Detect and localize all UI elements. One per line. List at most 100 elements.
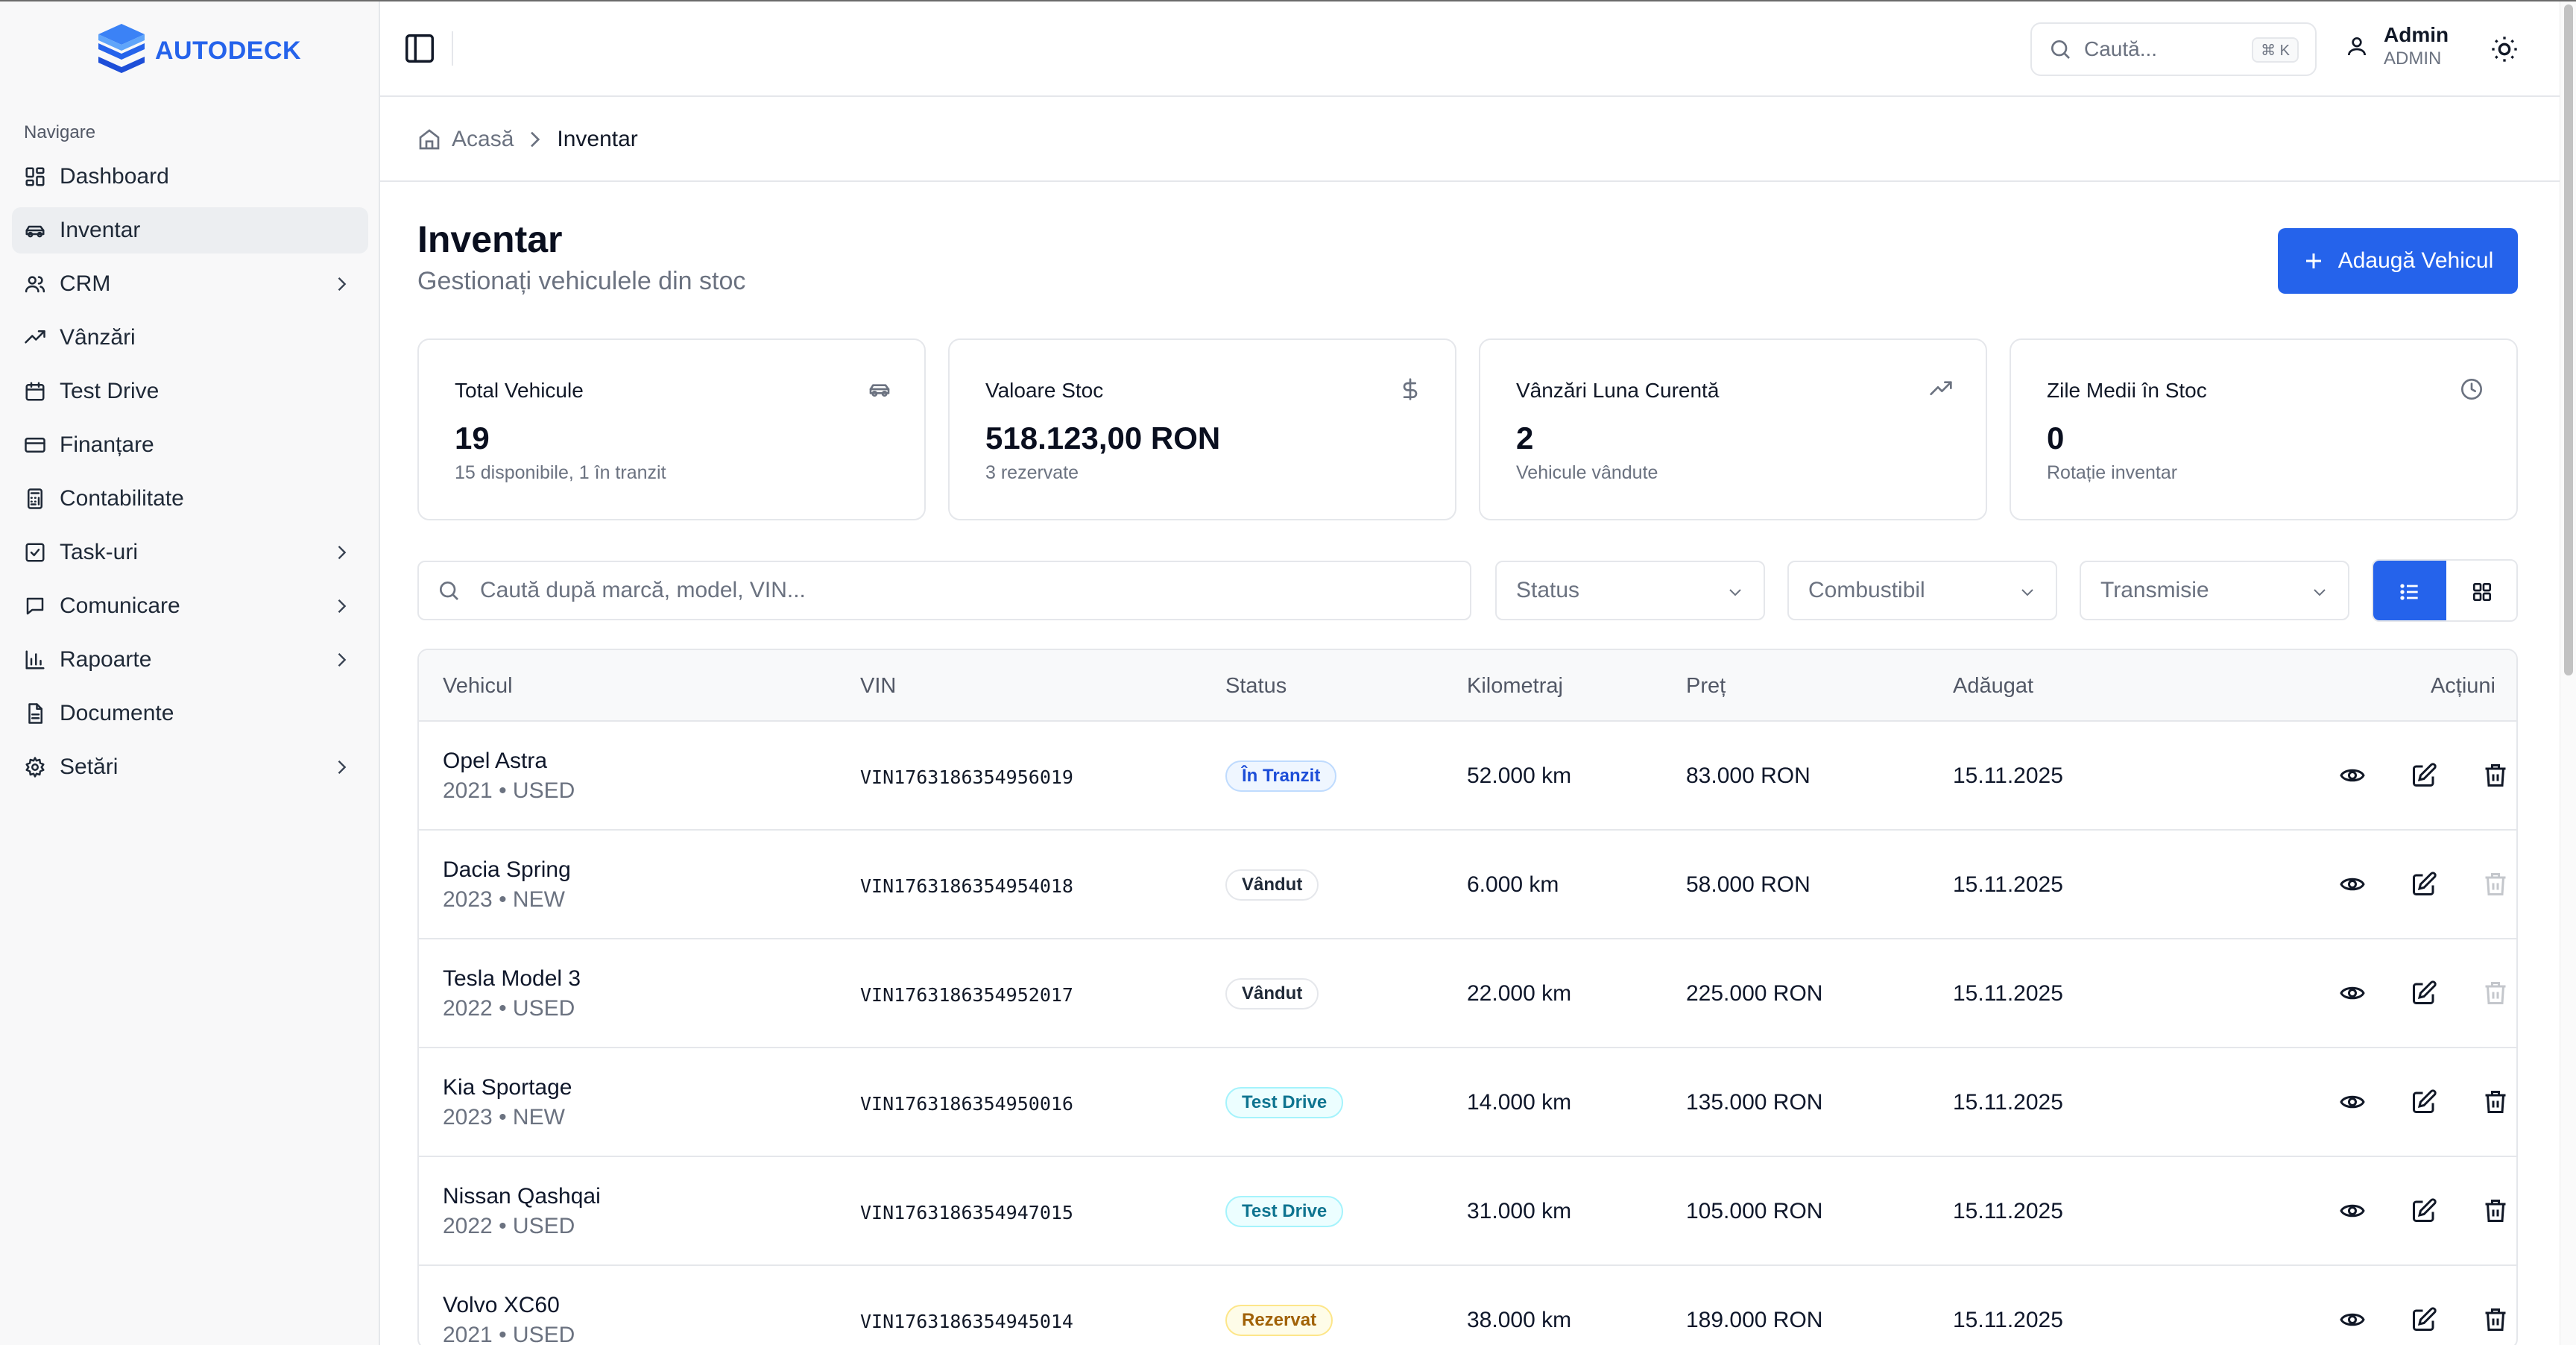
table-row[interactable]: Dacia Spring 2023 • NEW VIN176318635495401… (419, 831, 2516, 939)
clock-icon (2461, 379, 2482, 400)
list-icon (2400, 584, 2418, 600)
table-row[interactable]: Tesla Model 3 2022 • USED VIN1763186354952… (419, 939, 2516, 1048)
column-header-status[interactable]: Status (1225, 674, 1287, 698)
vehicle-name[interactable]: Dacia Spring (443, 857, 571, 882)
nav-heading: Navigare (24, 122, 96, 142)
sidebar-item-label: Rapoarte (60, 647, 152, 672)
sidebar-item-inventar[interactable]: Inventar (12, 207, 368, 253)
calendar-icon-wrap (24, 380, 46, 403)
table-row[interactable]: Nissan Qashqai 2022 • USED VIN176318635494… (419, 1157, 2516, 1266)
sidebar-item-label: Comunicare (60, 593, 180, 618)
column-header-vin[interactable]: VIN (860, 674, 897, 698)
status-badge: Vândut (1225, 978, 1319, 1009)
edit-button[interactable] (2411, 1089, 2437, 1115)
sidebar-item-finantare[interactable]: Finanțare (12, 422, 368, 468)
vehicle-name[interactable]: Nissan Qashqai (443, 1184, 601, 1209)
inventory-search-input[interactable]: Caută după marcă, model, VIN... (417, 561, 1471, 620)
sidebar-item-label: Task-uri (60, 540, 139, 564)
breadcrumb-current: Inventar (557, 127, 638, 151)
sidebar-item-task-uri[interactable]: Task-uri (12, 529, 368, 576)
credit-card-icon-wrap (24, 434, 46, 456)
vehicle-price: 225.000 RON (1686, 981, 1823, 1006)
global-search-input[interactable]: Caută... ⌘ K (2030, 22, 2317, 76)
vehicle-meta: 2022 • USED (443, 1214, 575, 1238)
vehicle-meta: 2021 • USED (443, 778, 575, 803)
vehicle-mileage: 52.000 km (1467, 763, 1572, 788)
edit-button[interactable] (2411, 1197, 2437, 1224)
stat-subtext: Rotație inventar (2047, 462, 2178, 483)
transmission-select[interactable]: Transmisie (2080, 561, 2349, 620)
sidebar-item-setari[interactable]: Setări (12, 744, 368, 790)
vehicle-meta: 2023 • NEW (443, 1105, 565, 1130)
edit-icon (2413, 872, 2437, 895)
list-view-button[interactable] (2373, 561, 2446, 620)
delete-button[interactable] (2482, 1089, 2509, 1115)
breadcrumb: Acasă Inventar (380, 98, 2560, 182)
eye-icon (2340, 986, 2365, 1000)
fuel-select[interactable]: Combustibil (1787, 561, 2057, 620)
grid-view-button[interactable] (2446, 561, 2516, 620)
status-select[interactable]: Status (1495, 561, 1765, 620)
page-scrollbar[interactable] (2560, 1, 2576, 1345)
sidebar-item-crm[interactable]: CRM (12, 261, 368, 307)
search-icon (440, 582, 458, 600)
sidebar-item-contabilitate[interactable]: Contabilitate (12, 476, 368, 522)
logo[interactable]: AUTODECK (95, 19, 301, 82)
vehicle-price: 83.000 RON (1686, 763, 1811, 788)
sidebar-toggle-button[interactable] (402, 31, 437, 66)
theme-toggle-button[interactable] (2490, 34, 2519, 64)
view-button[interactable] (2339, 1306, 2366, 1333)
vehicle-mileage: 14.000 km (1467, 1090, 1572, 1115)
chevron-down-icon (1729, 589, 1741, 596)
delete-button[interactable] (2482, 1197, 2509, 1224)
sidebar-item-comunicare[interactable]: Comunicare (12, 583, 368, 629)
sidebar-item-vanzari[interactable]: Vânzări (12, 315, 368, 361)
vehicle-name[interactable]: Tesla Model 3 (443, 966, 581, 991)
sidebar-item-label: Setări (60, 755, 119, 779)
status-badge: Test Drive (1225, 1196, 1344, 1227)
vehicle-name[interactable]: Opel Astra (443, 749, 548, 773)
breadcrumb-home-link[interactable]: Acasă (452, 127, 514, 151)
edit-button[interactable] (2411, 980, 2437, 1007)
user-menu[interactable]: Admin ADMIN (2345, 22, 2449, 70)
delete-button[interactable] (2482, 762, 2509, 789)
edit-icon (2413, 1307, 2437, 1331)
table-row[interactable]: Volvo XC60 2021 • USED VIN1763186354945014… (419, 1266, 2516, 1345)
edit-button[interactable] (2411, 1306, 2437, 1333)
add-vehicle-button[interactable]: Adaugă Vehicul (2278, 228, 2518, 294)
fuel-select-value: Combustibil (1808, 578, 1925, 602)
sidebar-item-test-drive[interactable]: Test Drive (12, 368, 368, 415)
vehicle-price: 189.000 RON (1686, 1308, 1823, 1332)
home-icon[interactable] (417, 127, 441, 151)
vehicle-vin: VIN1763186354956019 (860, 766, 1073, 788)
vehicle-meta: 2021 • USED (443, 1323, 575, 1345)
view-button[interactable] (2339, 762, 2366, 789)
view-button[interactable] (2339, 980, 2366, 1007)
delete-button[interactable] (2482, 1306, 2509, 1333)
view-button[interactable] (2339, 871, 2366, 898)
edit-button[interactable] (2411, 871, 2437, 898)
table-row[interactable]: Opel Astra 2021 • USED VIN1763186354956019… (419, 722, 2516, 831)
sidebar-item-documente[interactable]: Documente (12, 690, 368, 737)
scrollbar-thumb[interactable] (2564, 4, 2573, 675)
sidebar-item-rapoarte[interactable]: Rapoarte (12, 637, 368, 683)
view-button[interactable] (2339, 1197, 2366, 1224)
vehicle-vin: VIN1763186354950016 (860, 1093, 1073, 1115)
column-header-vehicle[interactable]: Vehicul (443, 674, 513, 698)
edit-button[interactable] (2411, 762, 2437, 789)
vehicle-name[interactable]: Volvo XC60 (443, 1293, 560, 1317)
eye-icon (2340, 769, 2365, 782)
status-badge: În Tranzit (1225, 760, 1337, 792)
document-icon-wrap (24, 702, 46, 725)
column-header-price[interactable]: Preț (1686, 674, 1726, 698)
table-row[interactable]: Kia Sportage 2023 • NEW VIN176318635495001… (419, 1048, 2516, 1157)
stat-icon-wrap (1398, 377, 1422, 401)
vehicle-added-date: 15.11.2025 (1953, 763, 2063, 788)
vehicle-name[interactable]: Kia Sportage (443, 1075, 572, 1100)
sidebar-item-dashboard[interactable]: Dashboard (12, 154, 368, 200)
column-header-added[interactable]: Adăugat (1953, 674, 2034, 698)
column-header-mileage[interactable]: Kilometraj (1467, 674, 1563, 698)
view-button[interactable] (2339, 1089, 2366, 1115)
page-subtitle: Gestionați vehiculele din stoc (417, 267, 746, 295)
stat-label: Valoare Stoc (985, 379, 1104, 402)
